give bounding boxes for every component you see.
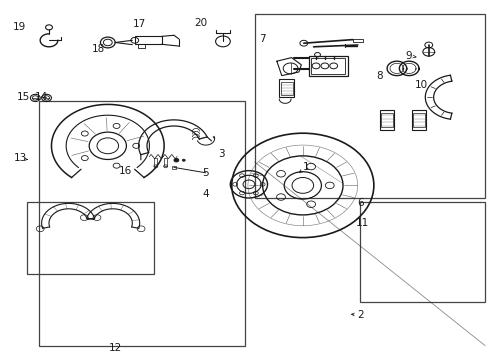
Bar [413,113,425,127]
Text: 1: 1 [303,162,310,172]
Bar [172,166,176,169]
Bar [309,56,348,76]
Circle shape [174,158,179,162]
Text: 14: 14 [35,92,49,102]
Circle shape [182,159,185,161]
Bar [138,44,145,48]
Bar [380,110,394,130]
Text: 8: 8 [376,71,383,81]
Text: 18: 18 [91,44,105,54]
Bar [255,14,485,198]
Bar [135,36,162,44]
Bar [281,82,293,95]
Text: 17: 17 [133,19,147,30]
Text: 20: 20 [195,18,207,28]
Text: 13: 13 [14,153,27,163]
Text: 3: 3 [218,149,225,159]
Bar [381,113,393,127]
Bar [360,202,485,302]
Bar [154,158,157,166]
Bar [39,101,245,346]
Text: 2: 2 [357,310,364,320]
Text: 12: 12 [108,343,122,354]
Bar [353,39,363,42]
Text: 15: 15 [16,92,30,102]
Text: 6: 6 [357,198,364,208]
Bar [27,202,154,274]
Text: 7: 7 [259,34,266,44]
Text: 9: 9 [406,51,413,61]
Text: 4: 4 [202,189,209,199]
Text: 5: 5 [202,168,209,178]
Text: 11: 11 [356,218,369,228]
Bar [412,110,426,130]
Bar [311,58,345,74]
Bar [279,79,294,97]
Text: 10: 10 [415,80,428,90]
Text: 19: 19 [13,22,26,32]
Text: 16: 16 [118,166,132,176]
Bar [164,158,167,166]
